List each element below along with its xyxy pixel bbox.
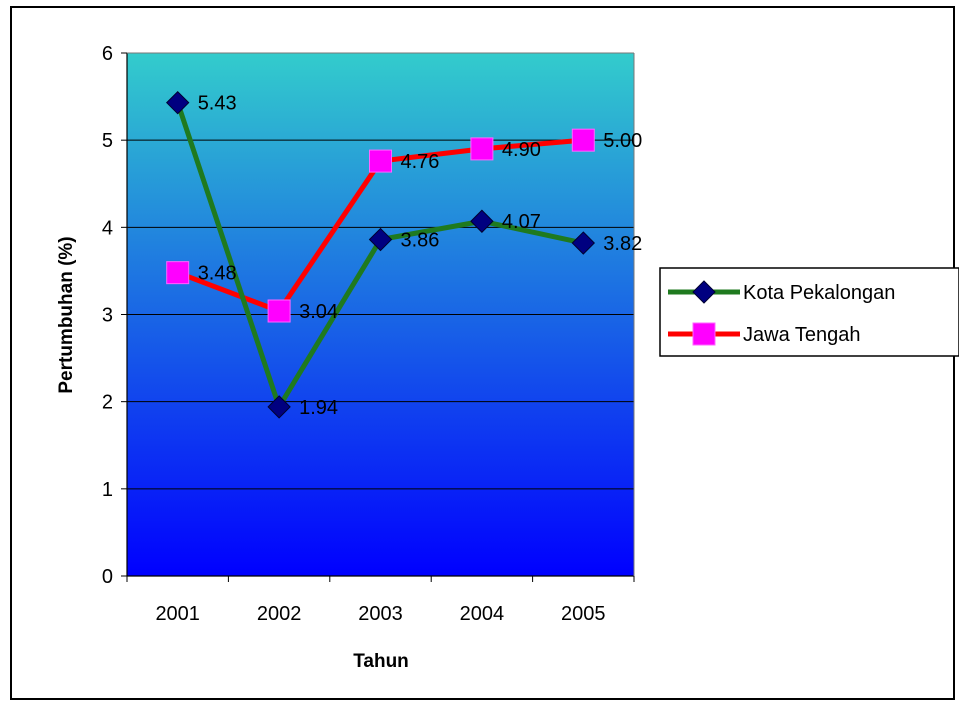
legend-item: Kota Pekalongan (668, 280, 895, 304)
y-tick-label: 5 (102, 130, 113, 152)
data-label: 1.94 (299, 397, 338, 419)
axes: 0 1 2 3 4 5 6 2001 2002 2003 2004 2005 (102, 43, 635, 625)
data-label: 3.86 (401, 230, 440, 252)
legend-label: Jawa Tengah (743, 324, 861, 346)
x-tick-label: 2003 (358, 603, 403, 625)
legend-marker (692, 280, 716, 304)
data-label: 4.90 (502, 139, 541, 161)
data-point (267, 299, 291, 323)
data-label: 3.04 (299, 301, 338, 323)
data-point (166, 261, 190, 285)
y-tick-label: 3 (102, 305, 113, 327)
data-point (165, 90, 190, 115)
x-tick-label: 2005 (561, 603, 606, 625)
y-tick-label: 1 (102, 479, 113, 501)
data-label: 3.82 (603, 233, 642, 255)
legend-item: Jawa Tengah (668, 322, 861, 346)
y-tick-label: 0 (102, 566, 113, 588)
legend-label: Kota Pekalongan (743, 282, 895, 304)
x-tick-label: 2002 (257, 603, 302, 625)
legend-marker (692, 322, 716, 346)
data-point (368, 227, 393, 252)
y-tick-label: 6 (102, 43, 113, 65)
data-label: 5.00 (603, 130, 642, 152)
data-point (470, 209, 494, 233)
data-label: 3.48 (198, 263, 237, 285)
series-layer (165, 90, 596, 419)
y-axis-title: Pertumbuhan (%) (56, 236, 77, 393)
data-point (369, 149, 392, 173)
data-point (571, 231, 596, 255)
data-label: 4.07 (502, 211, 541, 233)
data-labels: 3.48 3.04 4.76 4.90 5.00 5.43 1.94 3.86 4.07 3.82 (198, 93, 643, 419)
legend: Kota Pekalongan Jawa Tengah (659, 267, 959, 357)
data-point (571, 128, 595, 152)
x-axis-title: Tahun (353, 651, 409, 672)
data-point (267, 395, 291, 419)
y-tick-label: 2 (102, 392, 113, 414)
y-tick-label: 4 (102, 217, 113, 239)
series-0 (165, 90, 596, 419)
data-label: 4.76 (401, 151, 440, 173)
data-label: 5.43 (198, 93, 237, 115)
x-tick-label: 2004 (460, 603, 505, 625)
x-tick-label: 2001 (155, 603, 200, 625)
data-point (470, 137, 494, 161)
